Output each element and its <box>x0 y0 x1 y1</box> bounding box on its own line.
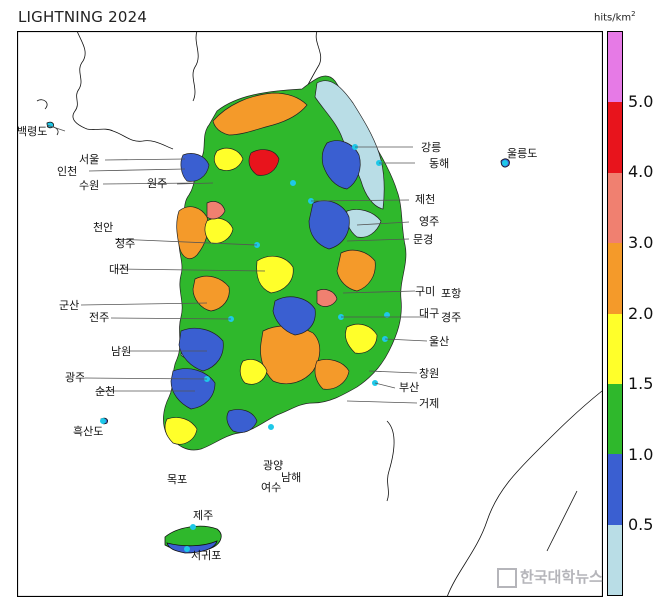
legend-swatch-7 <box>608 32 622 103</box>
district-yellow-2 <box>204 217 234 244</box>
legend-tick-label: 3.0 <box>628 232 654 252</box>
legend-swatch-4 <box>608 243 622 314</box>
city-label-ulleungdo: 울릉도 <box>507 147 537 160</box>
city-label-wonju: 원주 <box>147 177 167 190</box>
city-label-cheonan: 천안 <box>93 220 113 234</box>
south-korea-districts <box>163 75 407 451</box>
city-label-seogwipo: 서귀포 <box>191 549 221 562</box>
legend-swatch-2 <box>608 383 622 455</box>
district-yellow-4 <box>164 417 198 445</box>
legend-swatch-1 <box>608 454 622 525</box>
city-label-daegu: 대구 <box>419 307 439 320</box>
legend-tick-label: 0.5 <box>628 515 654 535</box>
city-label-donghae: 동해 <box>429 156 449 170</box>
district-yellow-3 <box>239 359 268 385</box>
legend-tick-label: 5.0 <box>628 91 654 111</box>
city-label-daejeon: 대전 <box>109 263 129 276</box>
city-label-mokpo: 목포 <box>167 473 187 486</box>
city-label-gumi: 구미 <box>415 285 435 298</box>
district-orange-jeolla <box>192 275 230 312</box>
legend-tick-label: 4.0 <box>628 162 654 182</box>
city-label-changwon: 창원 <box>419 367 439 380</box>
district-blue-gyeongnam <box>272 296 316 336</box>
district-orange-north <box>212 92 308 136</box>
legend-colorbar <box>607 31 623 596</box>
city-marker-gyeongju <box>384 312 390 318</box>
legend-tick-label: 2.0 <box>628 303 654 323</box>
city-label-cheongju: 청주 <box>115 237 135 250</box>
city-labels: 백령도 서울 인천 수원 원주 강릉 동해 울릉도 제천 영주 문경 천안 청주… <box>17 125 537 562</box>
city-label-gyeongju: 경주 <box>441 311 461 324</box>
district-blue-gangwon <box>321 140 361 190</box>
city-label-mungyeong: 문경 <box>413 233 433 246</box>
city-marker-ulleung <box>502 160 508 166</box>
city-label-baengnyeong: 백령도 <box>17 125 47 138</box>
city-label-heuksando: 흑산도 <box>73 424 103 438</box>
island-jeju-south <box>166 540 218 554</box>
legend-tick-label: 1.5 <box>628 374 654 394</box>
unit-base: hits/km <box>594 12 632 24</box>
legend-swatch-6 <box>608 102 622 173</box>
city-label-suncheon: 순천 <box>95 384 115 398</box>
city-label-jeju: 제주 <box>193 509 213 522</box>
city-label-ulsan: 울산 <box>429 335 449 348</box>
city-label-yeosu: 여수 <box>261 481 281 494</box>
city-label-gwangyang: 광양 <box>263 459 283 472</box>
city-marker-jeju <box>190 524 196 530</box>
district-salmon-2 <box>316 289 338 307</box>
city-label-gunsan: 군산 <box>59 299 79 312</box>
city-marker-gwangyang <box>268 424 274 430</box>
japan-coastline <box>386 390 603 597</box>
lightning-density-map: 백령도 서울 인천 수원 원주 강릉 동해 울릉도 제천 영주 문경 천안 청주… <box>17 31 603 597</box>
legend-swatch-3 <box>608 313 622 384</box>
leader-lines <box>46 124 428 404</box>
watermark-logo-icon <box>497 567 517 588</box>
city-label-jeonju: 전주 <box>89 311 109 324</box>
city-label-suwon: 수원 <box>79 179 99 192</box>
city-label-seoul: 서울 <box>79 153 99 166</box>
city-label-gangneung: 강릉 <box>421 141 441 154</box>
district-orange-east <box>336 249 376 292</box>
district-yellow-6 <box>213 147 244 171</box>
district-red-hongcheon <box>248 149 280 176</box>
city-label-jecheon: 제천 <box>415 192 435 206</box>
watermark: 한국대학뉴스 <box>497 566 603 588</box>
city-label-incheon: 인천 <box>57 164 77 178</box>
district-blue-jeonbuk <box>178 327 224 372</box>
district-yellow-1 <box>256 255 294 294</box>
watermark-text: 한국대학뉴스 <box>520 568 603 586</box>
district-salmon-1 <box>206 201 226 220</box>
district-orange-se <box>314 359 350 390</box>
city-label-yeongju: 영주 <box>419 215 439 228</box>
city-marker-heuksan <box>100 418 106 424</box>
city-label-namwon: 남원 <box>111 345 131 358</box>
district-orange-west <box>176 206 209 259</box>
legend-tick-label: 1.0 <box>628 444 654 464</box>
unit-exponent: 2 <box>631 10 636 18</box>
legend-swatch-5 <box>608 172 622 244</box>
city-label-gwangju: 광주 <box>65 371 85 384</box>
unit-label: hits/km2 <box>594 10 636 23</box>
city-label-namhae: 남해 <box>281 470 301 484</box>
district-blue-gyeongbuk <box>308 200 350 250</box>
map-title: LIGHTNING 2024 <box>18 8 148 26</box>
legend-swatch-0 <box>608 524 622 595</box>
district-blue-south <box>226 409 258 433</box>
city-label-geoje: 거제 <box>419 397 439 410</box>
city-label-busan: 부산 <box>399 381 419 394</box>
city-marker-wonju <box>290 180 296 186</box>
city-marker-seogwipo <box>184 546 190 552</box>
city-label-pohang: 포항 <box>441 287 461 300</box>
district-yellow-5 <box>345 323 378 354</box>
